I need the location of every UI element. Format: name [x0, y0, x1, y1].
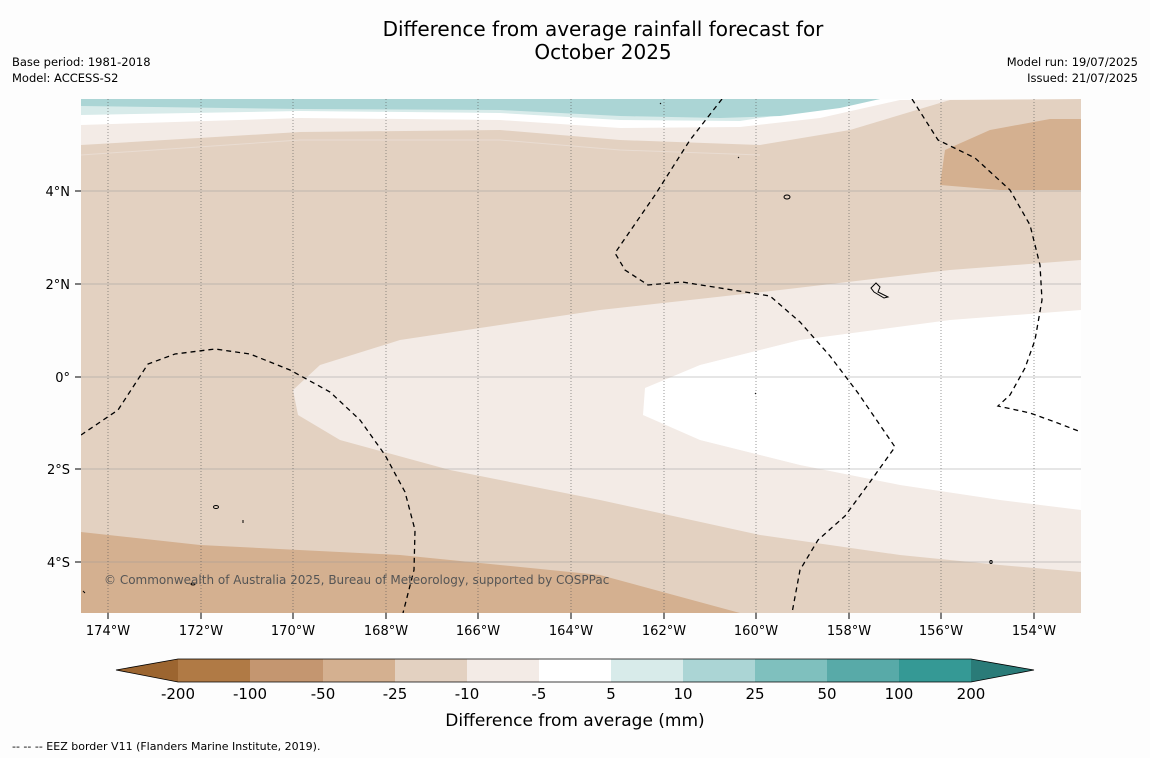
lat-label: 0° [55, 371, 70, 386]
colorbar-tick: -5 [532, 685, 547, 703]
colorbar-title: Difference from average (mm) [445, 711, 704, 731]
island-shape [659, 102, 662, 105]
colorbar-segment [395, 659, 467, 682]
model-text: Model: ACCESS-S2 [12, 71, 119, 85]
colorbar-segment [539, 659, 611, 682]
map-title: Difference from average rainfall forecas… [0, 18, 1150, 64]
lat-label: 4°S [47, 556, 70, 571]
lon-label: 172°W [179, 624, 223, 639]
colorbar-extend-high [971, 659, 1034, 682]
axis-ticks [75, 190, 1035, 619]
eez-borders [81, 99, 1081, 613]
colorbar-tick: -50 [311, 685, 336, 703]
colorbar-segment [611, 659, 683, 682]
colorbar [115, 658, 1035, 683]
colorbar-segment [683, 659, 755, 682]
lon-label: 170°W [271, 624, 315, 639]
base-period-text: Base period: 1981-2018 [12, 55, 151, 69]
colorbar-segment [250, 659, 323, 682]
lon-label: 158°W [827, 624, 871, 639]
lon-label: 168°W [364, 624, 408, 639]
island-shape [82, 590, 86, 594]
island-shape [783, 194, 791, 200]
colorbar-tick: 25 [745, 685, 764, 703]
colorbar-segment [755, 659, 827, 682]
colorbar-tick: -100 [233, 685, 267, 703]
map-title-line2: October 2025 [534, 40, 672, 64]
island-shape [870, 282, 890, 299]
colorbar-extend-low [116, 659, 178, 682]
island-shape [989, 560, 993, 564]
lon-label: 164°W [549, 624, 593, 639]
grid-lines [81, 99, 1081, 613]
lon-axis-labels: 174°W 172°W 170°W 168°W 166°W 164°W 162°… [86, 624, 1056, 639]
island-shape [754, 392, 757, 395]
lon-label: 162°W [642, 624, 686, 639]
colorbar-tick-labels: -200 -100 -50 -25 -10 -5 5 10 25 50 100 … [161, 685, 985, 703]
lon-label: 160°W [734, 624, 778, 639]
lat-label: 2°N [46, 278, 71, 293]
lon-label: 166°W [456, 624, 500, 639]
colorbar-tick: 5 [606, 685, 616, 703]
lon-label: 156°W [919, 624, 963, 639]
model-run-text: Model run: 19/07/2025 [1006, 55, 1138, 69]
colorbar-segment [899, 659, 971, 682]
colorbar-tick: -25 [383, 685, 408, 703]
copyright-notice: © Commonwealth of Australia 2025, Bureau… [104, 573, 609, 587]
eez-border-central [614, 99, 896, 613]
map-title-line1: Difference from average rainfall forecas… [382, 17, 824, 41]
meta-left: Base period: 1981-2018 Model: ACCESS-S2 [12, 54, 151, 86]
fill-band-minus50-minus25-northeast [940, 119, 1081, 190]
issued-text: Issued: 21/07/2025 [1027, 71, 1138, 85]
map-fill-layer [81, 99, 1081, 613]
colorbar-tick: 200 [957, 685, 986, 703]
island-shape [737, 156, 740, 159]
colorbar-tick: 10 [673, 685, 692, 703]
fill-band-minus5-plus5-central [643, 310, 1081, 510]
eez-border-west [81, 348, 416, 613]
fill-band-plus10-plus25-north [81, 99, 880, 118]
lon-label: 154°W [1012, 624, 1056, 639]
eez-legend-note: -- -- -- EEZ border V11 (Flanders Marine… [12, 740, 321, 753]
lat-axis-labels: 4°N 2°N 0° 2°S 4°S [46, 185, 71, 571]
lon-label: 174°W [86, 624, 130, 639]
lat-label: 4°N [46, 185, 71, 200]
colorbar-segment [323, 659, 395, 682]
colorbar-tick: -10 [455, 685, 480, 703]
contour-line-north [81, 139, 761, 156]
colorbar-outline [115, 658, 1035, 683]
colorbar-tick: -200 [161, 685, 195, 703]
colorbar-segment [467, 659, 539, 682]
lat-label: 2°S [47, 463, 70, 478]
colorbar-tick: 50 [817, 685, 836, 703]
island-shape [190, 582, 196, 586]
islands [82, 102, 993, 594]
colorbar-segment [827, 659, 899, 682]
eez-border-east [911, 99, 1081, 433]
island-shape [213, 505, 219, 509]
fill-band-minus50-minus25-south [81, 532, 740, 613]
colorbar-segment [178, 659, 250, 682]
meta-right: Model run: 19/07/2025 Issued: 21/07/2025 [1007, 54, 1138, 86]
colorbar-tick: 100 [885, 685, 914, 703]
